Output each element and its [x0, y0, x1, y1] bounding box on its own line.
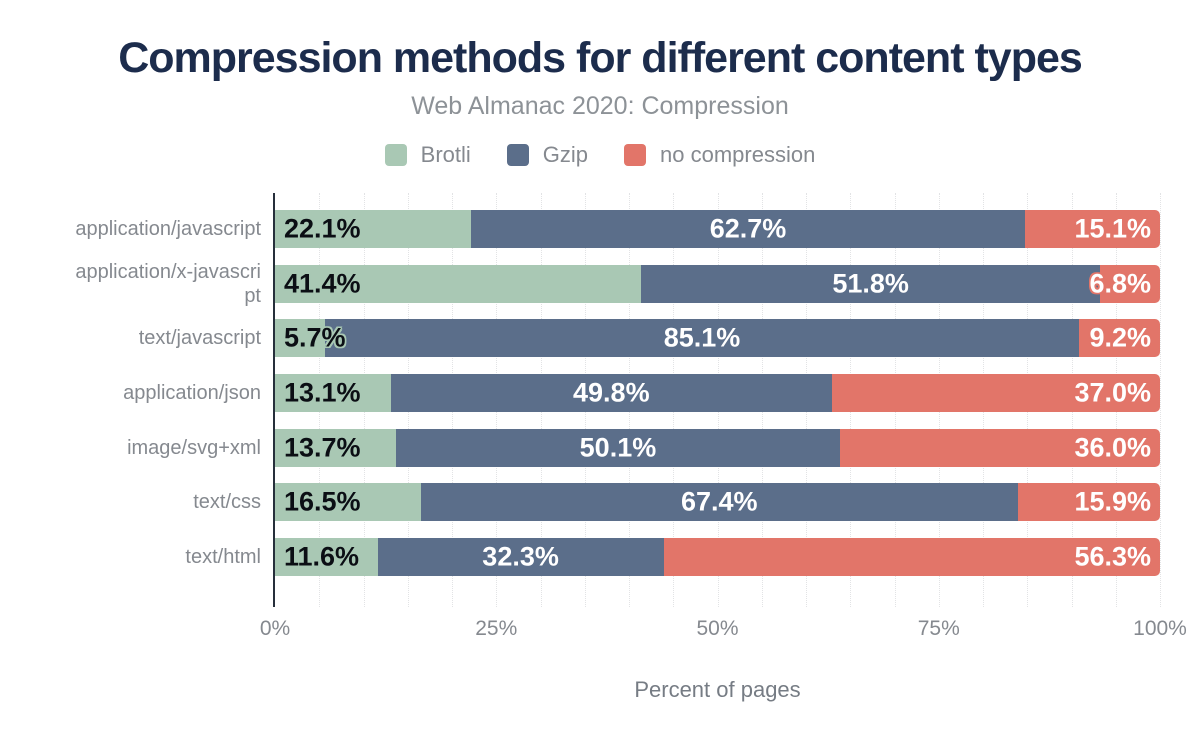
gridline: [1160, 193, 1161, 607]
x-tick-label: 25%: [475, 617, 518, 640]
x-axis-title: Percent of pages: [634, 677, 801, 702]
gzip-segment[interactable]: [641, 264, 1100, 303]
chart-row: image/svg+xml 13.7% 50.1% 36.0%: [0, 420, 1200, 475]
stacked-bar[interactable]: 5.7% 85.1% 9.2%: [275, 319, 1160, 358]
chart-row: application/x-javascri pt 41.4% 51.8% 6.…: [0, 257, 1200, 312]
category-label: text/javascript: [138, 327, 261, 350]
stacked-bar[interactable]: 22.1% 62.7% 15.1%: [275, 210, 1160, 249]
no-compression-value-label: 9.2%: [1089, 322, 1151, 353]
no-compression-value-label: 36.0%: [1074, 432, 1151, 463]
legend: Brotli Gzip no compression: [0, 142, 1200, 168]
no-compression-value-label: 37.0%: [1074, 377, 1151, 408]
gzip-segment[interactable]: [421, 483, 1018, 522]
no-compression-value-label: 15.9%: [1074, 486, 1151, 517]
no-compression-segment[interactable]: [1017, 483, 1160, 522]
stacked-bar[interactable]: 41.4% 51.8% 6.8%: [275, 264, 1160, 303]
brotli-value-label: 22.1%: [284, 213, 361, 244]
chart-row: application/javascript 22.1% 62.7% 15.1%: [0, 202, 1200, 257]
gzip-value-label: 62.7%: [709, 213, 787, 244]
brotli-value-label: 41.4%: [284, 268, 361, 299]
legend-label: no compression: [660, 142, 816, 167]
stacked-bar[interactable]: 13.1% 49.8% 37.0%: [275, 374, 1160, 413]
category-label: application/x-javascri pt: [75, 260, 261, 307]
brotli-segment[interactable]: [275, 264, 642, 303]
gzip-value-label: 50.1%: [579, 432, 657, 463]
stacked-bar[interactable]: 13.7% 50.1% 36.0%: [275, 428, 1160, 467]
legend-label: Brotli: [420, 142, 471, 167]
legend-item: Gzip: [506, 142, 589, 168]
category-label: application/javascript: [75, 218, 261, 241]
brotli-segment[interactable]: [275, 428, 397, 467]
chart-row: text/css 16.5% 67.4% 15.9%: [0, 475, 1200, 530]
no-compression-segment[interactable]: [663, 537, 1160, 576]
category-label: application/json: [123, 382, 261, 405]
gzip-value-label: 51.8%: [832, 268, 909, 299]
brotli-segment[interactable]: [275, 483, 422, 522]
x-axis-ticks: 0% 25% 50% 75% 100%: [260, 617, 1187, 643]
x-tick-label: 50%: [696, 617, 739, 640]
stacked-bar[interactable]: 11.6% 32.3% 56.3%: [275, 537, 1160, 576]
chart-row: text/html 11.6% 32.3% 56.3%: [0, 530, 1200, 585]
legend-item: Brotli: [384, 142, 471, 168]
legend-swatch-icon: [624, 144, 647, 166]
gzip-segment[interactable]: [470, 210, 1026, 249]
gzip-value-label: 67.4%: [680, 486, 758, 517]
stacked-bar[interactable]: 16.5% 67.4% 15.9%: [275, 483, 1160, 522]
brotli-value-label: 5.7%: [284, 322, 346, 353]
no-compression-value-label: 15.1%: [1074, 213, 1151, 244]
gzip-value-label: 85.1%: [663, 322, 741, 353]
chart-title: Compression methods for different conten…: [118, 34, 1083, 82]
gzip-segment[interactable]: [325, 319, 1079, 358]
category-label: text/css: [193, 491, 261, 514]
chart-row: application/json 13.1% 49.8% 37.0%: [0, 366, 1200, 421]
brotli-segment[interactable]: [275, 210, 471, 249]
brotli-value-label: 13.1%: [284, 377, 361, 408]
category-label: text/html: [185, 545, 261, 568]
gzip-segment[interactable]: [390, 374, 832, 413]
bar-rows: application/javascript 22.1% 62.7% 15.1%…: [0, 202, 1200, 584]
chart-subtitle: Web Almanac 2020: Compression: [411, 92, 789, 120]
gzip-segment[interactable]: [396, 428, 840, 467]
x-tick-label: 100%: [1133, 617, 1187, 640]
no-compression-segment[interactable]: [839, 428, 1160, 467]
no-compression-segment[interactable]: [1099, 264, 1160, 303]
y-axis-line: [273, 193, 275, 607]
no-compression-segment[interactable]: [831, 374, 1160, 413]
gzip-segment[interactable]: [377, 537, 664, 576]
legend-item: no compression: [624, 142, 815, 168]
gzip-value-label: 49.8%: [573, 377, 650, 408]
no-compression-segment[interactable]: [1078, 319, 1160, 358]
brotli-value-label: 13.7%: [284, 432, 361, 463]
no-compression-segment[interactable]: [1025, 210, 1160, 249]
no-compression-value-label: 6.8%: [1089, 268, 1151, 299]
brotli-value-label: 16.5%: [284, 486, 361, 517]
brotli-segment[interactable]: [275, 537, 378, 576]
legend-label: Gzip: [542, 142, 589, 167]
brotli-value-label: 11.6%: [284, 541, 360, 572]
category-label: image/svg+xml: [127, 436, 261, 459]
legend-swatch-icon: [384, 144, 407, 166]
chart-row: text/javascript 5.7% 85.1% 9.2%: [0, 311, 1200, 366]
gzip-value-label: 32.3%: [482, 541, 559, 572]
no-compression-value-label: 56.3%: [1074, 541, 1151, 572]
x-tick-label: 75%: [917, 617, 960, 640]
brotli-segment[interactable]: [275, 374, 391, 413]
x-tick-label: 0%: [259, 617, 291, 640]
brotli-segment[interactable]: [275, 319, 326, 358]
chart-area: application/javascript 22.1% 62.7% 15.1%…: [0, 193, 1200, 742]
legend-swatch-icon: [506, 144, 529, 166]
